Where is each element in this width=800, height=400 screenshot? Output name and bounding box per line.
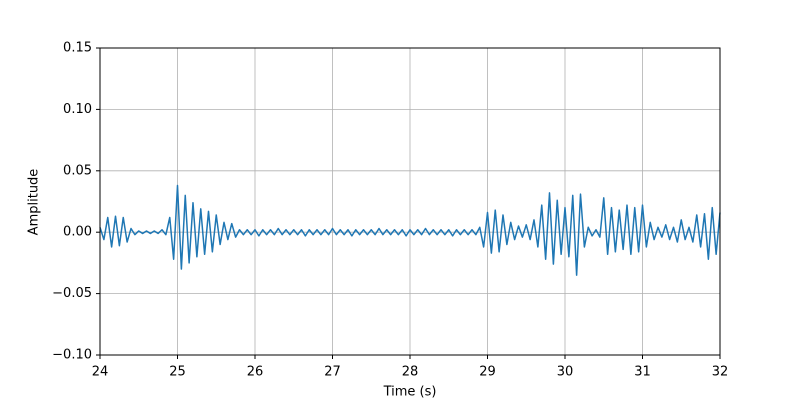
y-tick-label: 0.15 (63, 41, 92, 56)
x-axis-label: Time (s) (383, 385, 437, 400)
x-tick-label: 28 (402, 365, 419, 380)
y-tick-label: −0.10 (52, 348, 92, 363)
plot-frame (99, 47, 721, 356)
x-tick-label: 25 (169, 365, 186, 380)
x-tick-label: 27 (324, 365, 341, 380)
x-tick-label: 32 (712, 365, 729, 380)
x-tick-label: 29 (479, 365, 496, 380)
y-tick-label: 0.05 (63, 163, 92, 178)
y-tick-label: 0.10 (63, 102, 92, 117)
y-axis-label: Amplitude (27, 169, 42, 236)
x-tick-label: 24 (92, 365, 109, 380)
x-tick-label: 31 (634, 365, 651, 380)
y-tick-label: −0.05 (52, 286, 92, 301)
y-tick-label: 0.00 (63, 225, 92, 240)
x-tick-label: 26 (247, 365, 264, 380)
waveform (99, 184, 721, 276)
x-tick-label: 30 (557, 365, 574, 380)
